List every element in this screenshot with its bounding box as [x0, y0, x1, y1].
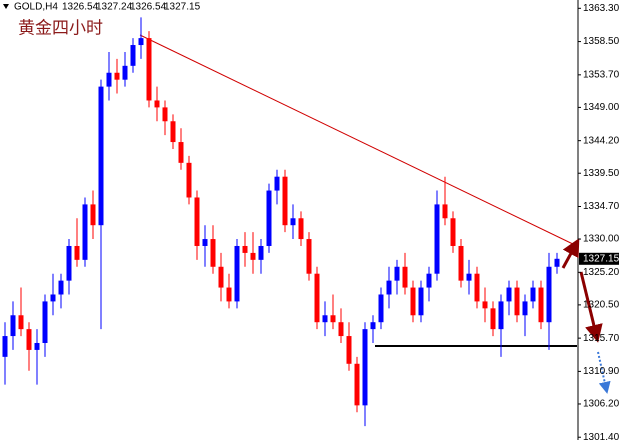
candle-body [250, 252, 256, 260]
candle-body [274, 176, 280, 191]
y-tick-label: 1325.20 [583, 267, 620, 278]
price-box [579, 252, 619, 265]
y-tick-label: 1353.70 [583, 69, 620, 80]
y-tick-label: 1301.40 [583, 432, 620, 440]
candle-body [474, 273, 480, 302]
candle-body [82, 204, 88, 260]
candle-body [218, 266, 224, 288]
candle-body [74, 245, 80, 260]
candle-body [362, 329, 368, 406]
candle-body [130, 45, 136, 66]
candle-body [410, 287, 416, 316]
candle-body [466, 273, 472, 281]
trend-line [139, 34, 578, 247]
candle-body [322, 315, 328, 323]
candle-body [106, 72, 112, 87]
candle-body [170, 121, 176, 143]
y-tick-label: 1310.90 [583, 366, 620, 377]
candle-body [538, 287, 544, 323]
candle-body [330, 315, 336, 323]
y-tick-label: 1339.50 [583, 168, 620, 179]
candle-body [210, 239, 216, 267]
y-tick-label: 1315.70 [583, 333, 620, 344]
candle-body [490, 308, 496, 330]
candle-body [154, 100, 160, 108]
candle-body [458, 245, 464, 281]
candle-body [10, 315, 16, 337]
candle-body [282, 176, 288, 226]
candle-body [34, 342, 40, 350]
candle-body [258, 245, 264, 260]
candle-body [498, 301, 504, 330]
candle-body [122, 65, 128, 80]
candle-body [90, 204, 96, 226]
candle-body [18, 315, 24, 330]
y-tick-label: 1344.20 [583, 135, 620, 146]
candle-body [354, 363, 360, 406]
candle-body [114, 72, 120, 80]
candle-body [58, 280, 64, 295]
candle-body [138, 38, 144, 46]
y-tick-label: 1306.20 [583, 399, 620, 410]
candle-body [530, 287, 536, 302]
header-value: 1326.54 [130, 2, 167, 13]
candle-body [178, 142, 184, 163]
y-tick-label: 1363.30 [583, 3, 620, 14]
candle-body [98, 86, 104, 226]
header-value: 1326.54 [62, 2, 99, 13]
candle-body [186, 162, 192, 198]
y-tick-label: 1320.50 [583, 300, 620, 311]
header-value: 1327.24 [96, 2, 133, 13]
candle-body [234, 245, 240, 302]
candle-body [482, 301, 488, 309]
candle-body [426, 273, 432, 288]
y-tick-label: 1358.50 [583, 36, 620, 47]
candle-body [242, 245, 248, 253]
candle-body [266, 190, 272, 246]
y-tick-label: 1334.70 [583, 201, 620, 212]
candle-body [346, 336, 352, 364]
candle-body [314, 273, 320, 323]
arrow [561, 238, 580, 269]
candle-body [146, 38, 152, 101]
annotation: 黄金四小时 [18, 18, 103, 37]
candle-body [506, 287, 512, 302]
candle-body [394, 266, 400, 281]
candle-body [514, 287, 520, 316]
candle-body [194, 197, 200, 246]
candle-body [162, 107, 168, 122]
candle-body [338, 322, 344, 337]
candle-body [42, 301, 48, 343]
candle-body [50, 294, 56, 302]
header-value: 1327.15 [164, 2, 201, 13]
candle-body [202, 239, 208, 246]
candle-body [522, 301, 528, 316]
candle-body [378, 294, 384, 323]
candle-body [26, 329, 32, 350]
arrow [579, 271, 603, 343]
candle-body [290, 218, 296, 226]
y-tick-label: 1330.00 [583, 234, 620, 245]
symbol: GOLD,H4 [14, 2, 58, 13]
candle-body [434, 204, 440, 274]
candle-body [418, 287, 424, 316]
candle-body [450, 218, 456, 246]
candle-body [226, 287, 232, 302]
candle-body [2, 336, 8, 357]
y-tick-label: 1349.00 [583, 102, 620, 113]
price-label: 1327.15 [583, 253, 620, 264]
candle-body [66, 245, 72, 281]
candle-body [386, 280, 392, 295]
candle-body [306, 239, 312, 274]
candle-body [554, 258, 560, 267]
candle-body [298, 218, 304, 240]
menu-triangle [3, 4, 9, 9]
candle-body [402, 266, 408, 288]
candle-body [546, 266, 552, 323]
candle-body [442, 204, 448, 219]
candle-body [370, 322, 376, 330]
